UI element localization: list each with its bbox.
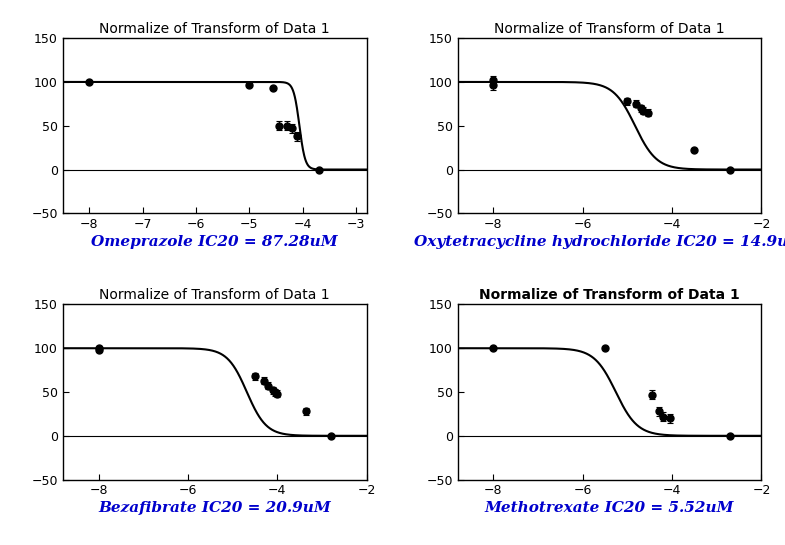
Title: Normalize of Transform of Data 1: Normalize of Transform of Data 1 xyxy=(495,22,725,35)
Title: Normalize of Transform of Data 1: Normalize of Transform of Data 1 xyxy=(100,22,330,35)
Text: Bezafibrate IC20 = 20.9uM: Bezafibrate IC20 = 20.9uM xyxy=(98,501,331,516)
Title: Normalize of Transform of Data 1: Normalize of Transform of Data 1 xyxy=(479,288,740,302)
Text: Omeprazole IC20 = 87.28uM: Omeprazole IC20 = 87.28uM xyxy=(91,235,338,249)
Title: Normalize of Transform of Data 1: Normalize of Transform of Data 1 xyxy=(100,288,330,302)
Text: Methotrexate IC20 = 5.52uM: Methotrexate IC20 = 5.52uM xyxy=(485,501,734,516)
Text: Oxytetracycline hydrochloride IC20 = 14.9uM: Oxytetracycline hydrochloride IC20 = 14.… xyxy=(414,235,785,249)
